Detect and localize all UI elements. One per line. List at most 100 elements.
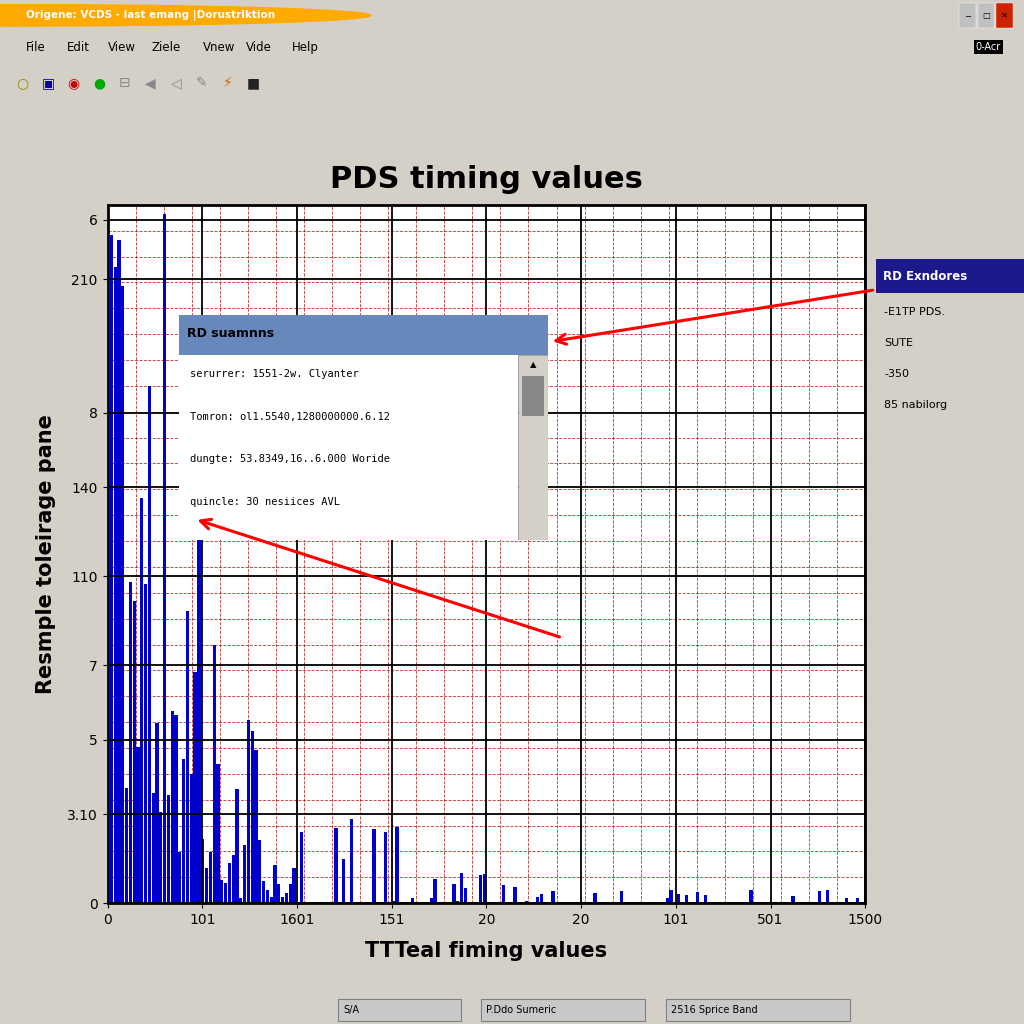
Text: ✕: ✕ [1001, 11, 1008, 19]
Text: ●: ● [93, 76, 105, 90]
Bar [593, 893, 597, 903]
Bar [666, 898, 669, 903]
Bar [825, 890, 828, 903]
Bar [240, 898, 243, 903]
Text: quincle: 30 nesiices AVL: quincle: 30 nesiices AVL [190, 498, 340, 507]
Bar [384, 833, 387, 903]
Bar [163, 214, 166, 903]
Bar [140, 498, 143, 903]
Bar [502, 885, 505, 903]
Bar [213, 644, 216, 903]
Text: Origene: VCDS - last emang |Dorustriktion: Origene: VCDS - last emang |Dorustriktio… [26, 10, 274, 20]
Text: SUTE: SUTE [885, 338, 913, 348]
Text: 0-Acr: 0-Acr [976, 42, 1000, 52]
Bar [174, 715, 178, 903]
Bar [182, 760, 185, 903]
Bar [156, 723, 159, 903]
Bar [220, 880, 223, 903]
Text: 85 nabilorg: 85 nabilorg [885, 400, 947, 411]
Bar [205, 868, 208, 903]
Bar [136, 748, 139, 903]
Bar [178, 852, 181, 903]
Text: ▣: ▣ [42, 76, 54, 90]
Bar [338, 998, 461, 1021]
Bar [433, 880, 436, 903]
Y-axis label: Resmple toleirage pane: Resmple toleirage pane [36, 414, 56, 694]
Bar [670, 890, 673, 903]
Bar [209, 852, 212, 903]
Bar [856, 898, 859, 903]
Bar [144, 585, 147, 903]
Text: Help: Help [292, 41, 318, 53]
Bar [201, 840, 205, 903]
Text: S/A: S/A [343, 1005, 359, 1015]
Bar [152, 794, 155, 903]
Text: Tomron: ol1.5540,1280000000.6.12: Tomron: ol1.5540,1280000000.6.12 [190, 412, 390, 422]
Bar [289, 884, 292, 903]
Bar [335, 828, 338, 903]
Bar [959, 3, 976, 28]
Text: -350: -350 [885, 369, 909, 379]
Bar [186, 611, 189, 903]
Text: ⚡: ⚡ [222, 76, 232, 90]
Bar [258, 840, 261, 903]
Bar [227, 863, 231, 903]
Bar [513, 887, 516, 903]
Bar [677, 894, 680, 903]
Bar [483, 874, 486, 903]
Bar [129, 583, 132, 903]
Bar [666, 998, 850, 1021]
Bar [247, 720, 250, 903]
Bar [281, 897, 285, 903]
Text: ▲: ▲ [529, 359, 537, 369]
Bar [524, 901, 528, 903]
Bar [293, 868, 296, 903]
Bar [278, 884, 281, 903]
Text: RD Exndores: RD Exndores [883, 269, 968, 283]
Text: ✎: ✎ [196, 76, 208, 90]
Bar [216, 765, 219, 903]
Text: -E1TP PDS.: -E1TP PDS. [885, 306, 945, 316]
Bar [391, 901, 394, 903]
Text: ◀: ◀ [145, 76, 156, 90]
Bar [703, 895, 707, 903]
Bar [479, 876, 482, 903]
Bar [159, 812, 163, 903]
Bar [224, 883, 227, 903]
Circle shape [0, 4, 371, 27]
Bar [460, 873, 463, 903]
Bar [430, 898, 433, 903]
Bar [518, 355, 548, 540]
Bar [171, 712, 174, 903]
Bar [189, 773, 193, 903]
Bar [125, 788, 128, 903]
Bar [167, 795, 170, 903]
Bar [464, 888, 467, 903]
Text: ■: ■ [247, 76, 259, 90]
Bar [373, 829, 376, 903]
Bar [236, 790, 239, 903]
Text: Vide: Vide [246, 41, 271, 53]
Bar [251, 731, 254, 903]
Bar [441, 902, 444, 903]
Bar [114, 267, 117, 903]
Title: PDS timing values: PDS timing values [330, 165, 643, 195]
Bar [300, 833, 303, 903]
X-axis label: TTTeal fiming values: TTTeal fiming values [366, 941, 607, 961]
Bar [132, 601, 136, 903]
Bar [481, 998, 645, 1021]
Bar [818, 891, 821, 903]
Text: serurrer: 1551-2w. Clyanter: serurrer: 1551-2w. Clyanter [190, 369, 359, 379]
Bar [996, 3, 1013, 28]
Text: ⊟: ⊟ [119, 76, 131, 90]
Bar [750, 890, 753, 903]
Bar [121, 287, 124, 903]
Bar [273, 865, 276, 903]
Text: Vnew: Vnew [203, 41, 236, 53]
Text: Ziele: Ziele [152, 41, 181, 53]
Bar [118, 240, 121, 903]
Bar [845, 898, 848, 903]
Text: ◉: ◉ [68, 76, 80, 90]
Bar [243, 846, 246, 903]
Bar [552, 892, 555, 903]
